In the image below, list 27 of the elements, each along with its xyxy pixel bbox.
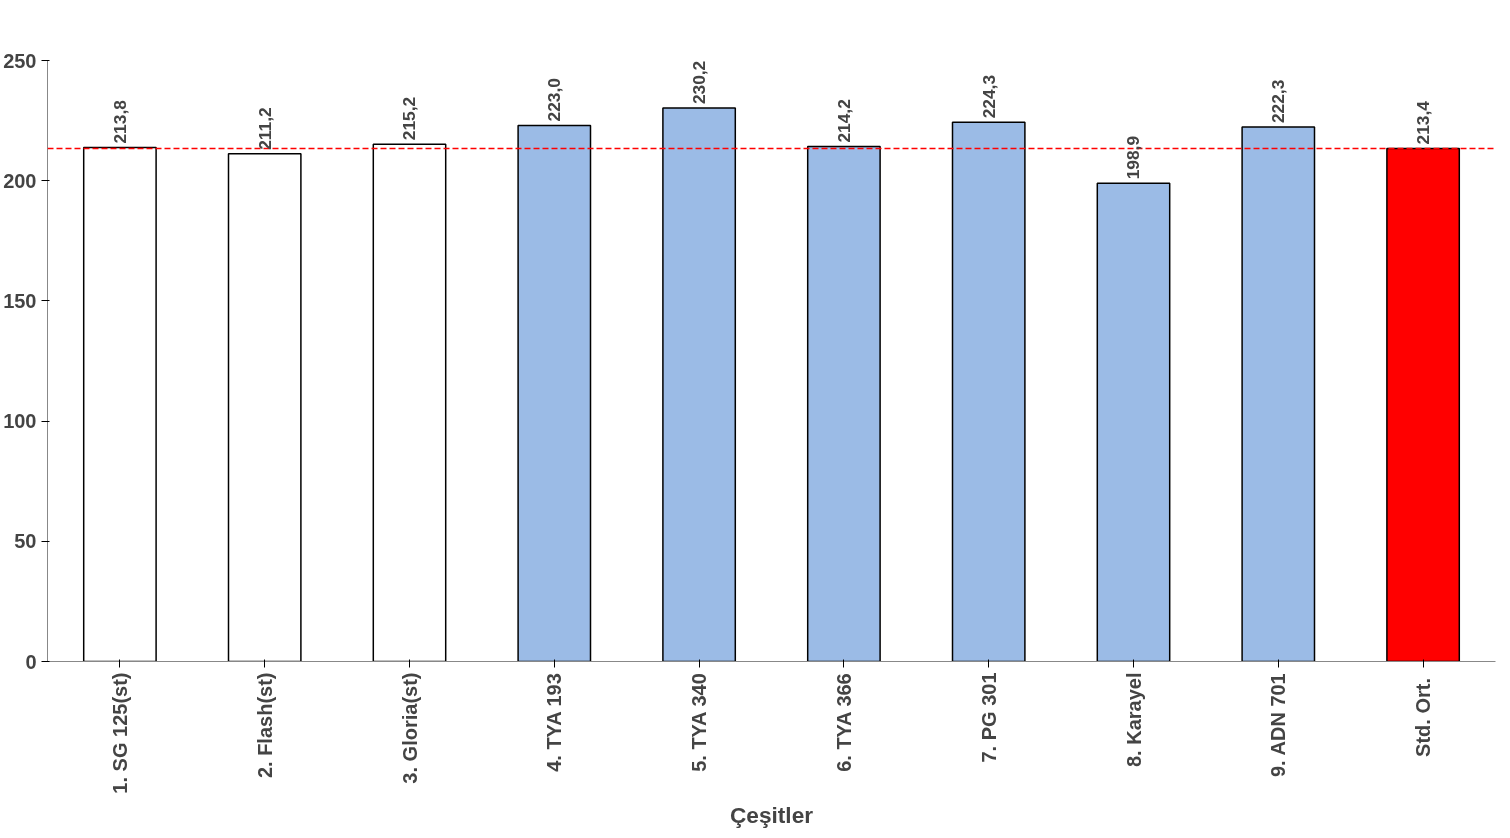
- x-tick-label: 9. ADN 701: [1267, 673, 1290, 777]
- x-tick-label: 3. Gloria(st): [398, 672, 421, 784]
- y-tick-label: 250: [3, 49, 37, 72]
- data-label: 224,3: [978, 74, 999, 119]
- data-label: 222,3: [1268, 79, 1289, 124]
- data-label: 230,2: [689, 60, 710, 105]
- data-label: 211,2: [254, 107, 275, 150]
- y-tick-label: 150: [3, 289, 37, 312]
- y-tick-label: 200: [3, 169, 37, 192]
- data-label: 198,9: [1123, 135, 1144, 180]
- x-tick-label: 1. SG 125(st): [108, 672, 131, 794]
- data-label: 215,2: [399, 96, 420, 141]
- x-tick-label: Std. Ort.: [1412, 678, 1435, 757]
- y-tick-label: 0: [25, 650, 37, 673]
- x-axis-title: Çeşitler: [729, 801, 814, 828]
- data-label: 213,8: [109, 99, 130, 144]
- x-tick-label: 4. TYA 193: [543, 673, 566, 772]
- data-label: 223,0: [544, 78, 565, 122]
- x-tick-label: 8. Karayel: [1122, 672, 1145, 768]
- data-label: 213,4: [1413, 100, 1434, 145]
- x-tick-label: 7. PG 301: [977, 672, 1000, 763]
- x-tick-label: 6. TYA 366: [832, 673, 855, 772]
- x-tick-label: 2. Flash(st): [253, 672, 276, 779]
- y-tick-label: 100: [3, 410, 37, 433]
- y-tick-label: 50: [14, 530, 37, 553]
- data-label: 214,2: [833, 99, 854, 143]
- x-tick-label: 5. TYA 340: [688, 673, 711, 772]
